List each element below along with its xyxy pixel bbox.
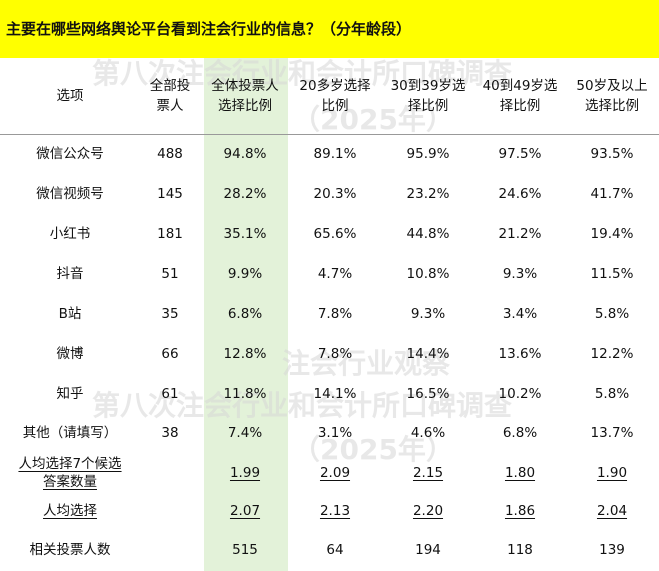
row-label: 微信视频号: [36, 186, 104, 202]
column-header: 全部投 票人: [149, 78, 191, 114]
table-cell: 9.3%: [502, 266, 538, 282]
table-cell: 1.80: [504, 465, 536, 481]
table-cell: 23.2%: [406, 186, 450, 202]
table-cell: 11.8%: [223, 386, 267, 402]
table-cell: 4.6%: [410, 425, 446, 441]
row-label: 人均选择: [43, 503, 97, 519]
table-cell: 2.09: [319, 465, 351, 481]
table-cell: 4.7%: [317, 266, 353, 282]
table-cell: 2.15: [412, 465, 444, 481]
table-cell: 13.6%: [498, 346, 542, 362]
row-label: B站: [58, 306, 82, 322]
table-cell: 35.1%: [223, 226, 267, 242]
table-cell: 2.04: [596, 503, 628, 519]
table-cell: 9.9%: [227, 266, 263, 282]
row-label: 微博: [56, 346, 84, 362]
column-header: 全体投票人 选择比例: [211, 78, 279, 114]
table-cell: 35: [161, 306, 179, 322]
table-cell: 94.8%: [223, 146, 267, 162]
table-cell: 139: [599, 542, 625, 558]
row-label: 微信公众号: [36, 146, 104, 162]
table-cell: 44.8%: [406, 226, 450, 242]
column-header: 选项: [56, 88, 84, 104]
table-cell: 19.4%: [590, 226, 634, 242]
table-cell: 28.2%: [223, 186, 267, 202]
table-cell: 10.8%: [406, 266, 450, 282]
table-cell: 3.1%: [317, 425, 353, 441]
table-cell: 51: [161, 266, 179, 282]
table-cell: 6.8%: [227, 306, 263, 322]
table-cell: 488: [157, 146, 183, 162]
table-cell: 2.13: [319, 503, 351, 519]
table-cell: 11.5%: [590, 266, 634, 282]
table-cell: 38: [161, 425, 179, 441]
table-cell: 145: [157, 186, 183, 202]
table-cell: 7.8%: [317, 346, 353, 362]
table-cell: 194: [415, 542, 441, 558]
table-cell: 9.3%: [410, 306, 446, 322]
table-cell: 1.86: [504, 503, 536, 519]
table-cell: 66: [161, 346, 179, 362]
table-cell: 7.8%: [317, 306, 353, 322]
row-label: 抖音: [56, 266, 84, 282]
table-cell: 21.2%: [498, 226, 542, 242]
table-cell: 41.7%: [590, 186, 634, 202]
table-cell: 64: [326, 542, 344, 558]
table-cell: 16.5%: [406, 386, 450, 402]
table-cell: 20.3%: [313, 186, 357, 202]
table-cell: 65.6%: [313, 226, 357, 242]
table-cell: 10.2%: [498, 386, 542, 402]
column-header: 30到39岁选 择比例: [390, 78, 466, 114]
table-cell: 2.07: [229, 503, 261, 519]
table-cell: 12.2%: [590, 346, 634, 362]
header-divider: [0, 134, 659, 135]
table-cell: 118: [507, 542, 533, 558]
column-header: 50岁及以上 选择比例: [576, 78, 648, 114]
column-header: 20多岁选择 比例: [299, 78, 371, 114]
row-label: 其他（请填写）: [22, 425, 118, 441]
row-label: 人均选择7个候选 答案数量: [18, 456, 122, 490]
table-cell: 1.99: [229, 465, 261, 481]
table-cell: 13.7%: [590, 425, 634, 441]
title-bar: [0, 0, 659, 58]
table-cell: 24.6%: [498, 186, 542, 202]
table-cell: 61: [161, 386, 179, 402]
table-cell: 181: [157, 226, 183, 242]
highlight-column: [204, 58, 288, 571]
table-cell: 515: [232, 542, 258, 558]
table-cell: 6.8%: [502, 425, 538, 441]
table-cell: 12.8%: [223, 346, 267, 362]
table-cell: 5.8%: [594, 386, 630, 402]
table-cell: 89.1%: [313, 146, 357, 162]
table-cell: 93.5%: [590, 146, 634, 162]
table-cell: 2.20: [412, 503, 444, 519]
page-title: 主要在哪些网络舆论平台看到注会行业的信息？（分年龄段）: [6, 20, 412, 38]
table-cell: 1.90: [596, 465, 628, 481]
column-header: 40到49岁选 择比例: [482, 78, 558, 114]
row-label: 小红书: [49, 226, 91, 242]
row-label: 相关投票人数: [29, 542, 111, 558]
row-label: 知乎: [56, 386, 84, 402]
table-cell: 5.8%: [594, 306, 630, 322]
table-cell: 14.4%: [406, 346, 450, 362]
table-cell: 7.4%: [227, 425, 263, 441]
table-cell: 3.4%: [502, 306, 538, 322]
table-cell: 14.1%: [313, 386, 357, 402]
table-cell: 95.9%: [406, 146, 450, 162]
table-cell: 97.5%: [498, 146, 542, 162]
